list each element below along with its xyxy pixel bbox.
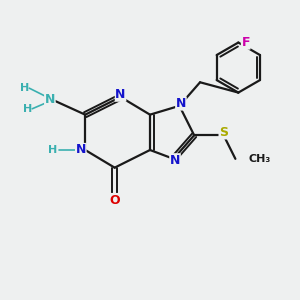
Text: H: H xyxy=(20,83,29,93)
Text: N: N xyxy=(116,88,126,101)
Text: N: N xyxy=(76,143,86,157)
Text: N: N xyxy=(45,93,55,106)
Text: H: H xyxy=(48,145,58,155)
Text: F: F xyxy=(242,36,250,49)
Text: N: N xyxy=(176,97,186,110)
Text: O: O xyxy=(110,194,120,207)
Text: S: S xyxy=(219,126,228,139)
Text: CH₃: CH₃ xyxy=(249,154,271,164)
Text: H: H xyxy=(23,104,32,114)
Text: N: N xyxy=(170,154,180,167)
